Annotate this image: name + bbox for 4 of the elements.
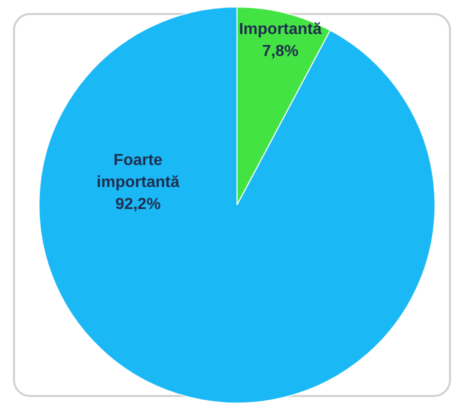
data-label: 7,8% [262, 42, 299, 60]
data-label: 92,2% [115, 196, 161, 213]
slice-label: Importantă [238, 20, 322, 38]
slice-label: Foarte importantă [96, 152, 180, 191]
